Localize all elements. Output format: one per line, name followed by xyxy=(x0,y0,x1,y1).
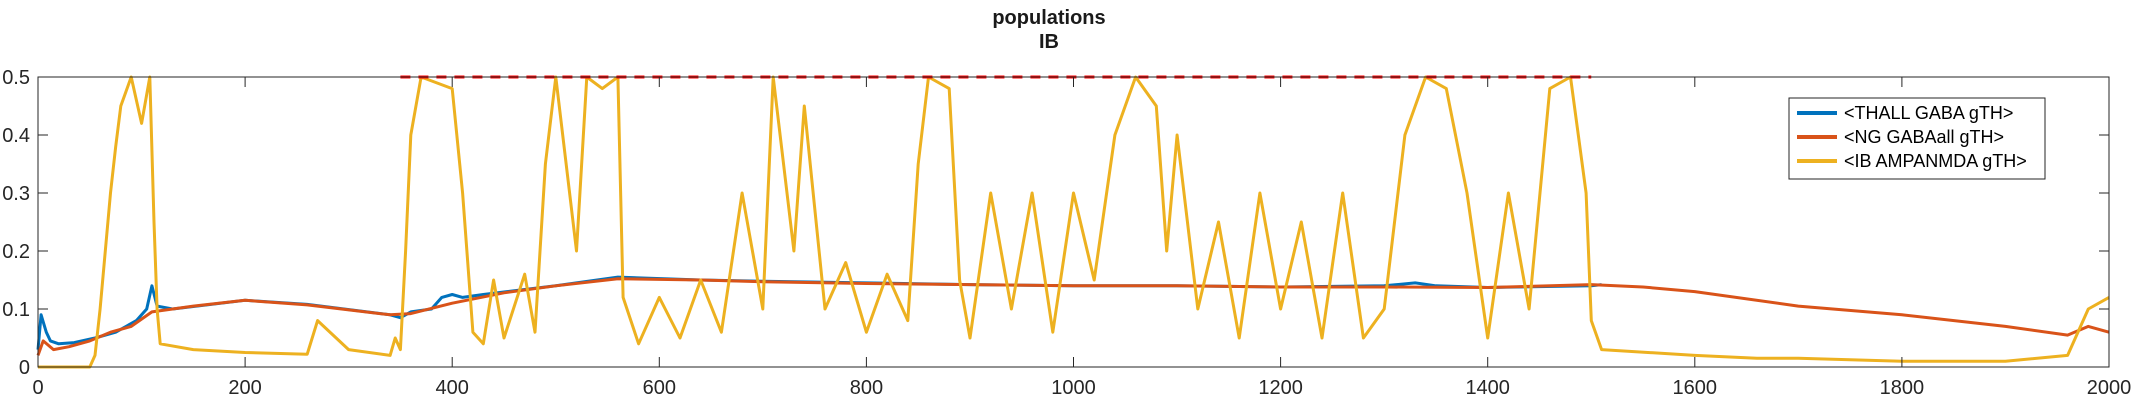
x-tick-label: 1800 xyxy=(1880,377,1925,399)
plot-area: 0 200 400 600 800 1000 1200 1400 1600 1800 2000 00… xyxy=(2,67,2131,399)
x-tick-label: 400 xyxy=(436,377,469,399)
x-axis: 0 200 400 600 800 1000 1200 1400 1600 1800 2000 xyxy=(32,77,2131,399)
x-tick-label: 600 xyxy=(643,377,676,399)
series-layer xyxy=(36,75,2110,369)
y-tick-label: 0.1 xyxy=(2,299,30,321)
x-tick-label: 1400 xyxy=(1465,377,1510,399)
y-tick-label: 0 xyxy=(19,357,30,379)
chart-title-line-1: populations xyxy=(992,7,1105,29)
legend-label-2: <NG GABAall gTH> xyxy=(1844,127,2004,147)
x-tick-label: 200 xyxy=(228,377,261,399)
legend: <THALL GABA gTH> <NG GABAall gTH> <IB AMPA… xyxy=(1788,97,2046,180)
x-tick-label: 800 xyxy=(850,377,883,399)
series-line-3 xyxy=(38,75,2110,369)
y-tick-label: 0.5 xyxy=(2,67,30,89)
x-tick-label: 0 xyxy=(32,377,43,399)
chart-title-line-2: IB xyxy=(1039,31,1059,53)
y-axis: 0 0.1 0.2 0.3 0.4 0.5 xyxy=(2,67,2109,379)
x-tick-label: 2000 xyxy=(2087,377,2132,399)
y-tick-label: 0.3 xyxy=(2,183,30,205)
legend-items: <THALL GABA gTH> <NG GABAall gTH> <IB AMPA… xyxy=(1797,103,2027,171)
series-line-2 xyxy=(36,277,2110,356)
y-tick-label: 0.4 xyxy=(2,125,30,147)
plot-background xyxy=(38,77,2109,367)
x-tick-label: 1000 xyxy=(1051,377,1096,399)
x-tick-label: 1200 xyxy=(1258,377,1303,399)
y-tick-label: 0.2 xyxy=(2,241,30,263)
x-tick-label: 1600 xyxy=(1673,377,1718,399)
legend-label-3: <IB AMPANMDA gTH> xyxy=(1844,151,2027,171)
legend-label-1: <THALL GABA gTH> xyxy=(1844,103,2013,123)
